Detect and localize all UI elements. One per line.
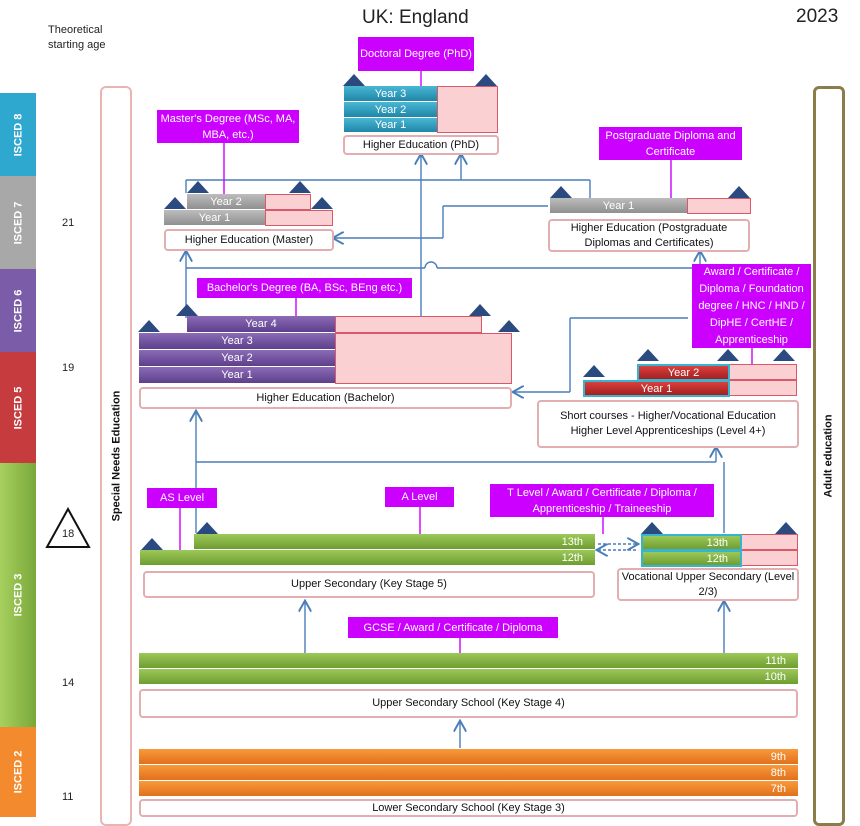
isced-6-band: ISCED 6 [0,269,36,352]
phd-left-marker [343,74,365,86]
ks5-label: Upper Secondary (Key Stage 5) [143,571,595,598]
ks5-left-marker-2 [141,538,163,550]
bachelor-left-marker-2 [176,304,198,316]
master-part-time-bar-1 [265,210,333,226]
age-18-triangle [45,507,91,548]
ks4-grade-10: 10th [139,669,798,685]
pgdip-year-1: Year 1 [550,198,687,214]
master-left-marker [187,181,209,193]
phd-qualification: Doctoral Degree (PhD) [358,37,474,71]
isced-3-band: ISCED 3 [0,463,36,727]
master-part-time-bar-2 [265,194,311,210]
page-title: UK: England [362,7,469,28]
ks3-grade-9: 9th [139,749,798,765]
isced-2-band: ISCED 2 [0,727,36,817]
short-right-marker [717,349,739,361]
isced-5-band: ISCED 5 [0,352,36,463]
phd-year-1: Year 1 [344,118,437,133]
ks4-label: Upper Secondary School (Key Stage 4) [139,689,798,718]
a-level-qualification: A Level [385,487,454,507]
bachelor-year-3: Year 3 [139,333,335,350]
master-label: Higher Education (Master) [164,229,334,251]
isced-7-band: ISCED 7 [0,176,36,269]
vocational-part-time-bar-13 [741,534,798,550]
as-level-qualification: AS Level [147,488,217,508]
special-needs-bar: Special Needs Education [100,86,132,826]
master-left-marker-2 [164,197,186,209]
isced-8-band: ISCED 8 [0,93,36,176]
phd-year-3: Year 3 [344,86,437,102]
adult-education-bar: Adult education [813,86,845,826]
short-courses-qualification: Award / Certificate / Diploma / Foundati… [692,264,811,348]
pgdip-label: Higher Education (Postgraduate Diplomas … [548,219,750,252]
bachelor-part-time-bar-4 [335,316,482,333]
short-year-2: Year 2 [637,364,730,381]
short-courses-label: Short courses - Higher/Vocational Educat… [537,400,799,448]
vocational-label: Vocational Upper Secondary (Level 2/3) [617,568,799,601]
age-14: 14 [62,677,75,689]
vocational-grade-13: 13th [641,534,742,551]
phd-right-marker [475,74,497,86]
ks3-grade-8: 8th [139,765,798,781]
ks4-qualification: GCSE / Award / Certificate / Diploma [348,617,558,638]
bachelor-left-marker [138,320,160,332]
master-right-marker [289,181,311,193]
theoretical-age-label: Theoretical starting age [48,24,106,51]
master-year-2: Year 2 [187,194,265,210]
age-21: 21 [62,217,75,229]
short-part-time-bar-1 [729,380,797,396]
short-year-1: Year 1 [583,380,730,397]
ks3-grade-7: 7th [139,781,798,797]
ks5-grade-13: 13th [194,534,595,550]
bachelor-qualification: Bachelor's Degree (BA, BSc, BEng etc.) [197,278,412,298]
short-part-time-bar-2 [729,364,797,380]
vocational-part-time-bar-12 [741,550,798,566]
master-qualification: Master's Degree (MSc, MA, MBA, etc.) [157,110,299,143]
ks5-grade-12: 12th [140,550,595,566]
ks5-left-marker [196,522,218,534]
phd-part-time-bar [437,86,498,133]
bachelor-part-time-bar-1-3 [335,333,512,384]
bachelor-right-marker [469,304,491,316]
age-19: 19 [62,362,75,374]
bachelor-year-2: Year 2 [139,350,335,367]
ks4-grade-11: 11th [139,653,798,669]
master-year-1: Year 1 [164,210,265,226]
pgdip-right-marker [728,186,750,198]
year-label: 2023 [796,6,839,27]
short-left-marker [637,349,659,361]
bachelor-year-1: Year 1 [139,367,335,384]
vocational-qualification: T Level / Award / Certificate / Diploma … [490,484,714,517]
vocational-right-marker [775,522,797,534]
bachelor-label: Higher Education (Bachelor) [139,387,512,409]
age-11: 11 [62,791,74,803]
ks3-label: Lower Secondary School (Key Stage 3) [139,799,798,817]
phd-year-2: Year 2 [344,102,437,118]
bachelor-year-4: Year 4 [187,316,335,333]
short-right-marker-2 [773,349,795,361]
age-18: 18 [62,528,75,540]
pgdip-left-marker [550,186,572,198]
vocational-left-marker [641,522,663,534]
pgdip-part-time-bar [687,198,751,214]
vocational-grade-12: 12th [641,550,742,567]
master-right-marker-2 [311,197,333,209]
pgdip-qualification: Postgraduate Diploma and Certificate [599,127,742,160]
phd-label: Higher Education (PhD) [343,135,499,155]
short-left-marker-2 [583,365,605,377]
bachelor-right-marker-2 [498,320,520,332]
